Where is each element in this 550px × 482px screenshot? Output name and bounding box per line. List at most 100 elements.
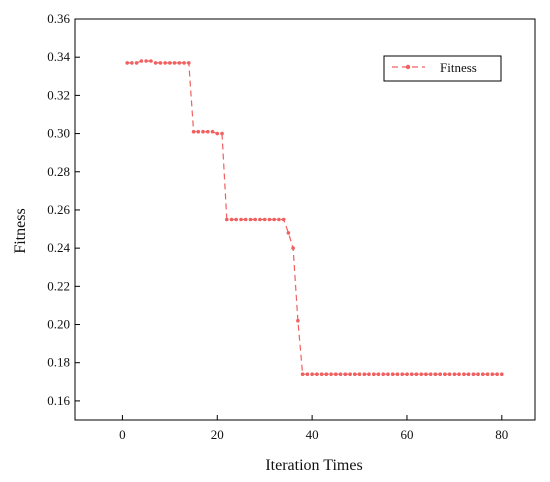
data-point (376, 372, 381, 377)
data-point (158, 61, 163, 65)
data-point (315, 372, 319, 377)
data-point (433, 372, 438, 377)
data-point (495, 372, 499, 377)
series-line-fitness (127, 60, 502, 375)
y-tick-label: 0.16 (47, 393, 70, 408)
data-point (130, 61, 134, 65)
legend: Fitness (383, 55, 502, 82)
data-point (338, 372, 343, 377)
data-point (234, 217, 238, 222)
data-point (153, 61, 158, 65)
data-point (229, 217, 234, 222)
data-point (462, 372, 466, 377)
x-axis-title: Iteration Times (265, 457, 362, 474)
data-point (134, 61, 139, 65)
data-point (348, 372, 352, 377)
data-point (390, 372, 395, 377)
data-point (424, 372, 428, 377)
data-point (381, 372, 386, 377)
data-point (466, 372, 471, 377)
data-point (187, 61, 191, 65)
data-point (210, 129, 215, 134)
data-point (281, 217, 286, 222)
data-point (414, 372, 419, 377)
data-point (125, 61, 129, 65)
data-point (267, 217, 272, 222)
data-point (310, 372, 314, 377)
data-point (443, 372, 447, 377)
x-tick-label: 60 (400, 427, 413, 442)
data-point (386, 372, 390, 377)
data-point (300, 372, 305, 377)
data-point (305, 372, 310, 377)
data-point (168, 61, 172, 65)
data-point (329, 372, 333, 377)
y-axis-title: Fitness (12, 208, 29, 253)
legend-label-fitness: Fitness (440, 60, 477, 75)
y-tick-label: 0.34 (47, 49, 70, 64)
y-tick-label: 0.26 (47, 202, 70, 217)
data-point (201, 129, 205, 134)
data-point (272, 217, 277, 222)
y-tick-label: 0.18 (47, 355, 70, 370)
data-point (248, 217, 253, 222)
y-tick-label: 0.32 (47, 87, 70, 102)
y-tick-label: 0.30 (47, 126, 70, 141)
data-point (372, 372, 376, 377)
data-point (239, 217, 243, 222)
y-tick-label: 0.36 (47, 11, 70, 26)
data-point (182, 61, 186, 65)
data-point (409, 372, 414, 377)
data-point (220, 131, 224, 136)
data-point (253, 217, 257, 222)
data-point (476, 372, 480, 377)
data-point (215, 131, 220, 136)
data-point (343, 372, 348, 377)
data-point (191, 129, 196, 134)
data-point (357, 372, 362, 377)
data-point (457, 372, 461, 377)
data-point (353, 372, 357, 377)
data-point (286, 231, 291, 235)
data-point (324, 372, 329, 377)
x-tick-label: 40 (306, 427, 319, 442)
data-point (490, 372, 495, 377)
data-point (428, 372, 433, 377)
data-point (163, 61, 167, 65)
data-point (400, 372, 405, 377)
x-tick-label: 20 (211, 427, 224, 442)
legend-box (383, 55, 502, 82)
data-point (296, 318, 300, 323)
data-point (481, 372, 485, 377)
data-point (419, 372, 424, 377)
data-point (485, 372, 490, 377)
data-point (405, 372, 409, 377)
data-point (144, 59, 148, 63)
data-point (291, 246, 295, 250)
data-point (362, 372, 367, 377)
data-point (438, 372, 443, 377)
data-point (452, 372, 457, 377)
y-tick-label: 0.22 (47, 278, 70, 293)
data-point (334, 372, 338, 377)
data-point (225, 217, 229, 222)
data-point (395, 372, 400, 377)
data-point (149, 59, 153, 63)
data-point (243, 217, 248, 222)
data-point (500, 372, 504, 377)
data-point (447, 372, 452, 377)
data-point (319, 372, 324, 377)
data-point (471, 372, 476, 377)
data-point (262, 217, 267, 222)
y-tick-label: 0.28 (47, 164, 70, 179)
data-point (139, 59, 144, 63)
legend-marker-sample (405, 64, 411, 70)
y-tick-label: 0.20 (47, 317, 70, 332)
data-point (258, 217, 262, 222)
data-point (177, 61, 182, 65)
x-tick-label: 0 (119, 427, 126, 442)
data-point (277, 217, 281, 222)
plot-area-frame (74, 18, 536, 421)
data-point (172, 61, 177, 65)
